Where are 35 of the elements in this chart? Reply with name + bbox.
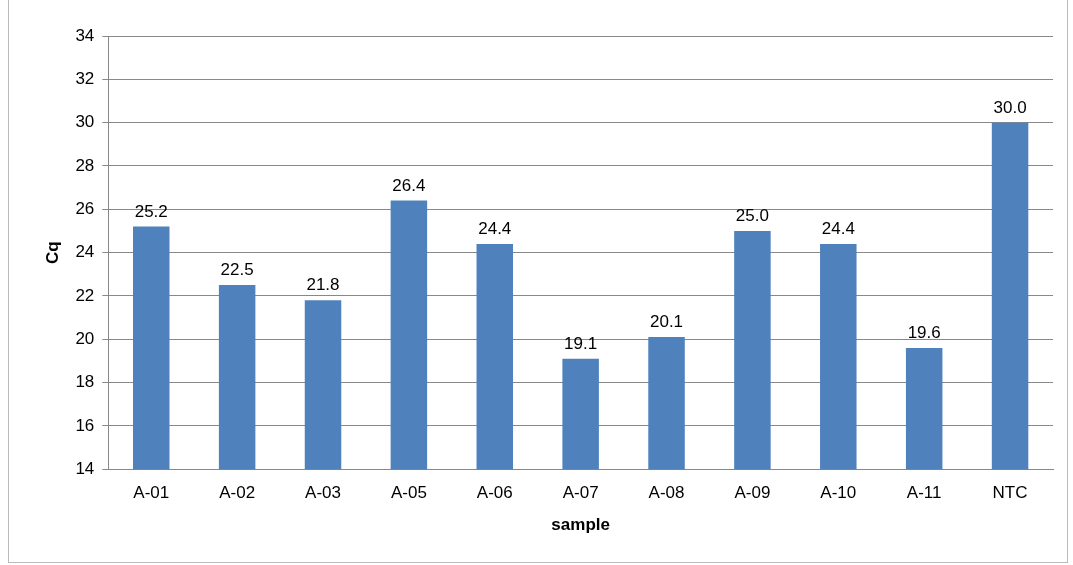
y-tick-label: 30 [75,112,95,132]
data-label: 24.4 [478,219,512,239]
data-label: 25.2 [134,201,168,221]
data-label: 30.0 [993,97,1027,117]
x-tick-label: A-06 [476,483,513,503]
x-tick-label: A-01 [133,483,170,503]
y-tick-label: 32 [75,69,95,89]
data-label: 21.8 [306,275,340,295]
x-tick-label: A-07 [562,483,599,503]
data-label: 20.1 [649,312,684,332]
y-tick-label: 18 [75,372,95,392]
x-tick-label: A-02 [219,483,256,503]
y-tick-label: 34 [75,25,95,45]
y-tick-label: 22 [75,285,95,305]
y-tick-label: 14 [75,458,95,478]
data-label: 22.5 [220,260,254,280]
data-label: 25.0 [735,206,769,226]
y-tick-label: 24 [75,242,95,262]
x-tick-label: A-11 [906,483,942,503]
x-tick-label: A-10 [820,483,857,503]
x-tick-label: A-03 [305,483,341,503]
x-tick-label: A-08 [648,483,685,503]
y-tick-label: 28 [75,155,95,175]
y-tick-label: 26 [75,198,95,218]
data-label: 19.6 [907,323,941,343]
x-axis-title: sample [551,515,610,535]
y-tick-label: 20 [75,328,95,348]
data-label: 19.1 [564,333,598,353]
y-tick-label: 16 [75,415,95,435]
data-label: 26.4 [392,175,426,195]
y-axis-title: Cq [42,241,62,264]
x-tick-label: A-05 [390,483,427,503]
data-label: 24.4 [821,219,855,239]
x-tick-label: A-09 [734,483,771,503]
x-tick-label: NTC [992,483,1028,503]
